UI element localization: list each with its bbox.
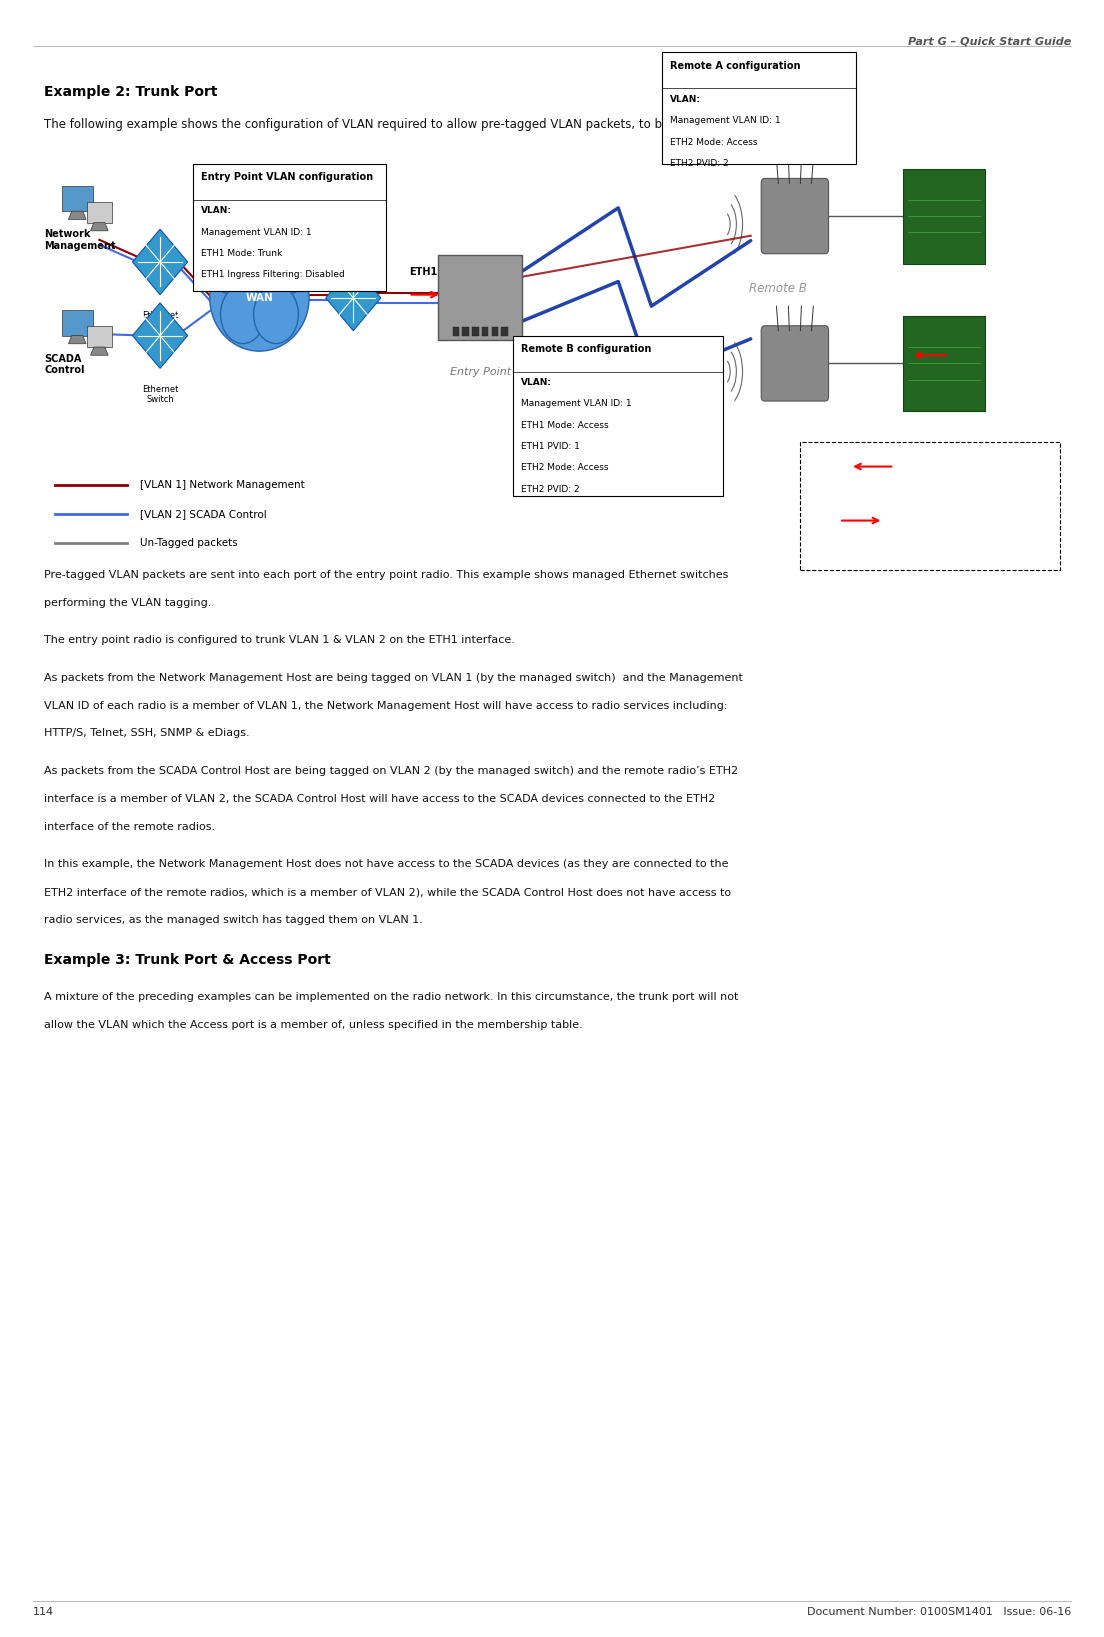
Text: Ethernet
Switch: Ethernet Switch [142, 311, 178, 331]
Polygon shape [132, 229, 188, 295]
Text: ETH2 PVID: 2: ETH2 PVID: 2 [670, 159, 729, 167]
Text: ETH1 Mode: Access: ETH1 Mode: Access [521, 421, 608, 429]
FancyBboxPatch shape [438, 255, 522, 340]
Text: Entry Point VLAN configuration: Entry Point VLAN configuration [201, 172, 373, 182]
Text: Un-Tagged packets: Un-Tagged packets [140, 539, 238, 548]
Text: VLAN ID of each radio is a member of VLAN 1, the Network Management Host will ha: VLAN ID of each radio is a member of VLA… [44, 701, 728, 710]
FancyBboxPatch shape [501, 327, 508, 336]
FancyBboxPatch shape [800, 442, 1060, 570]
Text: A mixture of the preceding examples can be implemented on the radio network. In : A mixture of the preceding examples can … [44, 992, 739, 1002]
FancyBboxPatch shape [762, 178, 828, 254]
Text: radio services, as the managed switch has tagged them on VLAN 1.: radio services, as the managed switch ha… [44, 915, 423, 925]
Text: Remote A: Remote A [750, 134, 807, 147]
FancyBboxPatch shape [662, 52, 856, 164]
Ellipse shape [221, 285, 265, 344]
FancyBboxPatch shape [481, 327, 488, 336]
Text: ETH2 interface of the remote radios, which is a member of VLAN 2), while the SCA: ETH2 interface of the remote radios, whi… [44, 887, 731, 897]
Text: Remote B: Remote B [750, 282, 807, 295]
Text: In this example, the Network Management Host does not have access to the SCADA d: In this example, the Network Management … [44, 859, 729, 869]
Text: Management VLAN ID: 1: Management VLAN ID: 1 [670, 116, 781, 124]
Text: Management VLAN ID: 1: Management VLAN ID: 1 [201, 228, 311, 236]
Ellipse shape [237, 223, 282, 282]
Ellipse shape [210, 246, 309, 352]
Text: ETH1 Ingress Filtering: Disabled: ETH1 Ingress Filtering: Disabled [201, 270, 344, 278]
Text: 114: 114 [33, 1608, 54, 1617]
Text: ETH1 PVID: 1: ETH1 PVID: 1 [521, 442, 580, 450]
FancyBboxPatch shape [453, 327, 459, 336]
FancyBboxPatch shape [473, 327, 479, 336]
Text: Example 2: Trunk Port: Example 2: Trunk Port [44, 85, 217, 100]
Text: ETH2 PVID: 2: ETH2 PVID: 2 [521, 485, 580, 493]
Text: As packets from the SCADA Control Host are being tagged on VLAN 2 (by the manage: As packets from the SCADA Control Host a… [44, 766, 739, 776]
Text: WAN: WAN [245, 293, 274, 303]
Polygon shape [91, 347, 108, 355]
FancyBboxPatch shape [62, 311, 93, 336]
Text: ETH2 Mode: Access: ETH2 Mode: Access [670, 138, 757, 146]
Text: interface is a member of VLAN 2, the SCADA Control Host will have access to the : interface is a member of VLAN 2, the SCA… [44, 794, 715, 804]
Polygon shape [326, 265, 381, 331]
Text: Management VLAN ID: 1: Management VLAN ID: 1 [521, 399, 631, 408]
FancyBboxPatch shape [903, 169, 985, 264]
Text: Network
Management: Network Management [44, 229, 116, 250]
Text: VLAN:: VLAN: [670, 95, 701, 103]
Text: VLAN:: VLAN: [201, 206, 232, 214]
Text: Optional connection for
radio system diagnostics: Optional connection for radio system dia… [927, 489, 1032, 509]
Ellipse shape [254, 285, 298, 344]
FancyBboxPatch shape [193, 164, 386, 291]
Text: HTTP/S, Telnet, SSH, SNMP & eDiags.: HTTP/S, Telnet, SSH, SNMP & eDiags. [44, 728, 250, 738]
Text: Entry Point: Entry Point [449, 367, 511, 377]
Text: interface of the remote radios.: interface of the remote radios. [44, 822, 215, 832]
Text: Part G – Quick Start Guide: Part G – Quick Start Guide [907, 36, 1071, 46]
Text: As packets from the Network Management Host are being tagged on VLAN 1 (by the m: As packets from the Network Management H… [44, 673, 743, 683]
Text: [VLAN 1] Network Management: [VLAN 1] Network Management [140, 480, 305, 489]
Text: Ethernet
Switch: Ethernet Switch [142, 385, 178, 404]
FancyBboxPatch shape [87, 326, 112, 347]
Text: Example 3: Trunk Port & Access Port: Example 3: Trunk Port & Access Port [44, 953, 331, 967]
Text: Pre-tagged VLAN packets are sent into each port of the entry point radio. This e: Pre-tagged VLAN packets are sent into ea… [44, 570, 729, 579]
FancyBboxPatch shape [62, 187, 93, 211]
FancyBboxPatch shape [491, 327, 498, 336]
Ellipse shape [265, 236, 309, 295]
Polygon shape [68, 211, 86, 219]
Polygon shape [132, 303, 188, 368]
FancyBboxPatch shape [463, 327, 469, 336]
FancyBboxPatch shape [513, 336, 723, 496]
Text: Document Number: 0100SM1401   Issue: 06-16: Document Number: 0100SM1401 Issue: 06-16 [807, 1608, 1071, 1617]
Text: ETH2: ETH2 [955, 342, 984, 352]
FancyBboxPatch shape [87, 201, 112, 223]
Text: performing the VLAN tagging.: performing the VLAN tagging. [44, 598, 212, 607]
Text: ETH1: ETH1 [889, 507, 917, 517]
Text: ETH1: ETH1 [408, 267, 437, 277]
FancyBboxPatch shape [903, 316, 985, 411]
Ellipse shape [210, 236, 254, 295]
Text: ETH2: ETH2 [900, 453, 928, 463]
Text: Remote B configuration: Remote B configuration [521, 344, 651, 354]
Text: SCADA
Control: SCADA Control [44, 354, 85, 375]
Text: allow the VLAN which the Access port is a member of, unless specified in the mem: allow the VLAN which the Access port is … [44, 1020, 583, 1030]
Text: ETH1 Mode: Trunk: ETH1 Mode: Trunk [201, 249, 283, 257]
Text: VLAN:: VLAN: [521, 378, 552, 386]
Text: ETH2 Mode: Access: ETH2 Mode: Access [521, 463, 608, 471]
Polygon shape [68, 336, 86, 344]
Text: [VLAN 2] SCADA Control: [VLAN 2] SCADA Control [140, 509, 267, 519]
FancyBboxPatch shape [762, 326, 828, 401]
Polygon shape [91, 223, 108, 231]
Text: The following example shows the configuration of VLAN required to allow pre-tagg: The following example shows the configur… [44, 118, 841, 131]
Text: Remote A configuration: Remote A configuration [670, 61, 800, 70]
Text: The entry point radio is configured to trunk VLAN 1 & VLAN 2 on the ETH1 interfa: The entry point radio is configured to t… [44, 635, 516, 645]
